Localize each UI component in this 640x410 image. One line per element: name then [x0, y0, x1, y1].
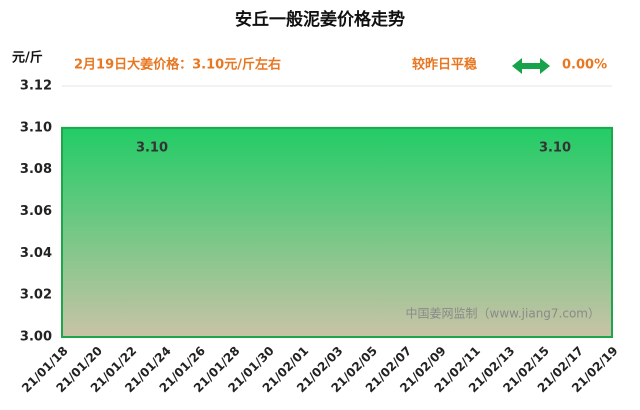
trend-note: 较昨日平稳 [412, 57, 477, 73]
data-label: 3.10 [136, 140, 168, 155]
y-tick-label: 3.06 [20, 204, 52, 219]
chart-title: 安丘一般泥姜价格走势 [235, 9, 405, 30]
y-tick-label: 3.04 [20, 246, 52, 261]
y-tick-label: 3.02 [20, 288, 52, 303]
area [61, 126, 613, 338]
change-percent: 0.00% [562, 58, 607, 73]
flat-arrow-icon [512, 58, 550, 74]
y-tick-label: 3.12 [20, 79, 52, 94]
data-label: 3.10 [539, 140, 571, 155]
y-tick-label: 3.08 [20, 162, 52, 177]
y-tick-label: 3.10 [20, 120, 52, 135]
y-axis-label: 元/斤 [12, 50, 43, 66]
y-tick-label: 3.00 [20, 330, 52, 345]
watermark: 中国姜网监制（www.jiang7.com） [406, 306, 600, 321]
price-note: 2月19日大姜价格：3.10元/斤左右 [74, 57, 281, 73]
